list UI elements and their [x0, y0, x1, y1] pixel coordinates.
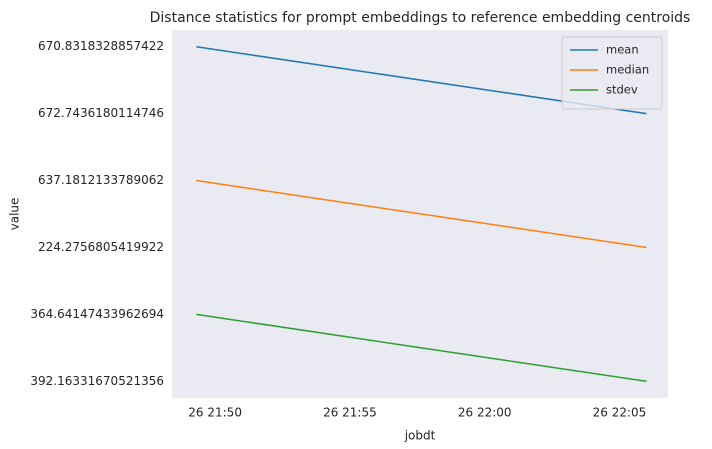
line-series — [196, 313, 647, 383]
y-tick-label: 670.8318328857422 — [38, 39, 164, 53]
legend-box — [561, 36, 663, 110]
y-tick-label: 392.16331670521356 — [30, 374, 164, 388]
legend-label: median — [606, 63, 649, 77]
x-tick-label: 26 21:55 — [323, 406, 377, 420]
y-tick-label: 364.64147433962694 — [30, 307, 164, 321]
y-axis-label: value — [8, 198, 22, 231]
x-tick-label: 26 21:50 — [188, 406, 242, 420]
legend-label: stdev — [606, 83, 638, 97]
chart-title: Distance statistics for prompt embedding… — [150, 10, 691, 26]
line-series — [196, 179, 647, 249]
x-tick-label: 26 22:05 — [593, 406, 647, 420]
y-tick-label: 224.2756805419922 — [38, 240, 164, 254]
legend-label: mean — [606, 43, 639, 57]
x-tick-label: 26 22:00 — [458, 406, 512, 420]
x-axis-label: jobdt — [404, 429, 436, 443]
y-tick-label: 672.7436180114746 — [38, 106, 164, 120]
y-tick-label: 637.1812133789062 — [38, 173, 164, 187]
